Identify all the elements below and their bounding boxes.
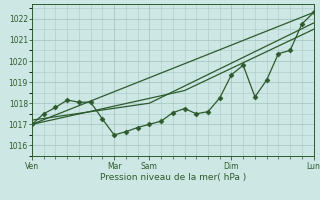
X-axis label: Pression niveau de la mer( hPa ): Pression niveau de la mer( hPa ) [100, 173, 246, 182]
